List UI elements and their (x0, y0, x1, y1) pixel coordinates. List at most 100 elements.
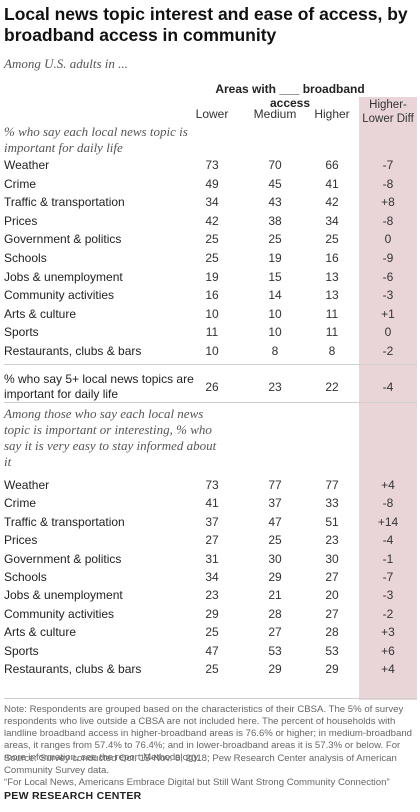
cell-diff: -8 (382, 176, 394, 191)
row-label: Community activities (4, 606, 115, 621)
col-header-medium: Medium (253, 107, 297, 121)
cell-higher: 28 (325, 625, 339, 640)
row-label: Traffic & transportation (4, 195, 125, 210)
chart-title: Local news topic interest and ease of ac… (4, 4, 408, 45)
cell-higher: 33 (325, 496, 339, 511)
cell-medium: 25 (268, 232, 282, 247)
cell-diff: 0 (384, 232, 392, 247)
cell-diff: +8 (381, 195, 395, 210)
cell-higher: 77 (325, 478, 339, 492)
cell-diff: -7 (382, 158, 394, 172)
cell-diff: +4 (381, 662, 395, 676)
row-label: Community activities (4, 288, 115, 303)
cell-medium: 45 (268, 176, 282, 191)
cell-diff: -8 (382, 213, 394, 228)
cell-diff: +4 (381, 478, 395, 492)
cell-lower: 73 (205, 478, 219, 492)
cell-diff: +14 (377, 514, 399, 529)
section-label-important: % who say each local news topic is impor… (4, 124, 188, 155)
table-row: Prices 27 25 23 -4 (0, 533, 420, 551)
table-row: Restaurants, clubs & bars 25 29 29 +4 (0, 662, 420, 680)
cell-higher: 42 (325, 195, 339, 210)
cell-higher: 34 (325, 213, 339, 228)
col-header-higher: Higher (314, 107, 350, 121)
table-row: Restaurants, clubs & bars 10 8 8 -2 (0, 344, 420, 362)
cell-medium: 25 (268, 533, 282, 548)
section-divider (4, 364, 417, 365)
cell-higher: 13 (325, 288, 339, 303)
row-label: Weather (4, 478, 50, 492)
cell-higher: 53 (325, 643, 339, 658)
cell-medium: 27 (268, 625, 282, 640)
cell-lower: 31 (205, 551, 219, 566)
row-label: Jobs & unemployment (4, 269, 123, 284)
cell-lower: 10 (205, 306, 219, 321)
table-row: Crime 41 37 33 -8 (0, 496, 420, 514)
table-row: Government & politics 31 30 30 -1 (0, 552, 420, 570)
cell-diff: -4 (382, 533, 394, 548)
cell-medium: 14 (268, 288, 282, 303)
cell-lower: 11 (205, 325, 219, 340)
cell-higher: 27 (325, 606, 339, 621)
cell-higher: 13 (325, 269, 339, 284)
table-row: Traffic & transportation 34 43 42 +8 (0, 195, 420, 213)
row-label: Arts & culture (4, 306, 77, 321)
areas-header: Areas with ___ broadband access (215, 82, 365, 110)
section-divider (4, 402, 417, 403)
cell-lower: 25 (205, 662, 219, 676)
cell-higher: 23 (325, 533, 339, 548)
cell-lower: 29 (205, 606, 219, 621)
row-label: Weather (4, 158, 50, 172)
cell-lower: 49 (205, 176, 219, 191)
cell-higher: 25 (325, 232, 339, 247)
report-title: “For Local News, Americans Embrace Digit… (4, 777, 390, 788)
cell-medium: 28 (268, 606, 282, 621)
cell-medium: 29 (268, 570, 282, 584)
cell-higher: 8 (328, 344, 336, 358)
row-label: Sports (4, 325, 39, 340)
chart-source: Source: Survey conducted Oct. 15-Nov. 8,… (4, 753, 416, 789)
cell-higher: 29 (325, 662, 339, 676)
cell-lower: 25 (205, 625, 219, 640)
cell-medium: 30 (268, 551, 282, 566)
cell-medium: 21 (268, 588, 282, 603)
cell-medium: 8 (271, 344, 279, 358)
table-row: Community activities 29 28 27 -2 (0, 607, 420, 625)
row-label: Prices (4, 533, 38, 548)
cell-medium: 15 (268, 269, 282, 284)
cell-lower: 10 (205, 344, 219, 358)
cell-diff: -3 (382, 588, 394, 603)
cell-medium: 29 (268, 662, 282, 676)
col-header-lower: Lower (195, 107, 229, 121)
table-row: Jobs & unemployment 23 21 20 -3 (0, 588, 420, 606)
row-label: Government & politics (4, 551, 122, 566)
table-row: Schools 34 29 27 -7 (0, 570, 420, 588)
table-row-5plus: 26 23 22 -4 (0, 380, 420, 398)
cell-lower: 27 (205, 533, 219, 548)
cell-higher: 30 (325, 551, 339, 566)
cell-diff: -8 (382, 496, 394, 511)
table-row: Prices 42 38 34 -8 (0, 214, 420, 232)
cell-lower: 25 (205, 251, 219, 265)
cell-higher: 16 (325, 251, 339, 265)
table-row: Community activities 16 14 13 -3 (0, 288, 420, 306)
col-header-diff: Higher-Lower Diff (362, 99, 414, 125)
chart-subtitle: Among U.S. adults in ... (4, 56, 128, 71)
table-row: Traffic & transportation 37 47 51 +14 (0, 515, 420, 533)
cell-higher: 22 (325, 380, 339, 394)
cell-medium: 37 (268, 496, 282, 511)
cell-lower: 37 (205, 514, 219, 529)
cell-higher: 20 (325, 588, 339, 603)
cell-diff: -6 (382, 269, 394, 284)
row-label: Arts & culture (4, 625, 77, 640)
cell-medium: 43 (268, 195, 282, 210)
row-label: Restaurants, clubs & bars (4, 662, 142, 676)
row-label: Crime (4, 496, 36, 511)
chart-note: Note: Respondents are grouped based on t… (4, 704, 412, 763)
row-label: Traffic & transportation (4, 514, 125, 529)
cell-lower: 73 (205, 158, 219, 172)
row-label: Sports (4, 643, 39, 658)
table-row: Sports 11 10 11 0 (0, 325, 420, 343)
cell-diff: -7 (382, 570, 394, 584)
table-row: Crime 49 45 41 -8 (0, 177, 420, 195)
